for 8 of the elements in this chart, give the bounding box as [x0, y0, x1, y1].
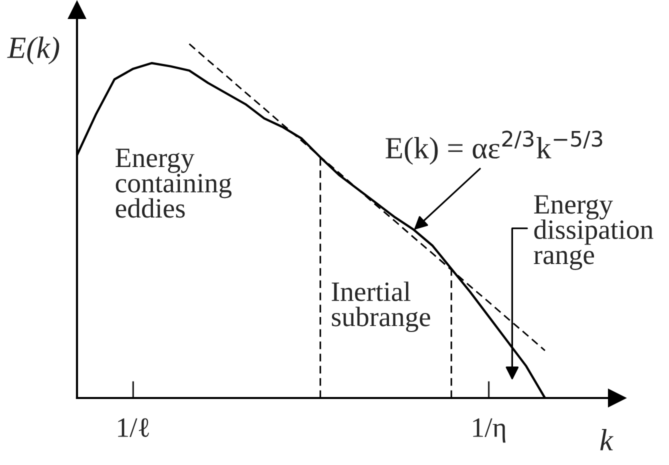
annotation: Inertial subrange: [332, 282, 430, 332]
x-tick-label: 1/η: [473, 418, 506, 443]
x-tick-label: 1/ℓ: [118, 418, 149, 437]
x-axis-title: k: [600, 429, 614, 450]
annotation: E(k) = αε$^{2/3}$k$^{−5/3}$: [386, 130, 602, 165]
annotation: Energy dissipation range: [534, 195, 654, 270]
y-axis-title: E(k): [7, 36, 60, 64]
annotation: Energy containing eddies: [116, 148, 232, 218]
